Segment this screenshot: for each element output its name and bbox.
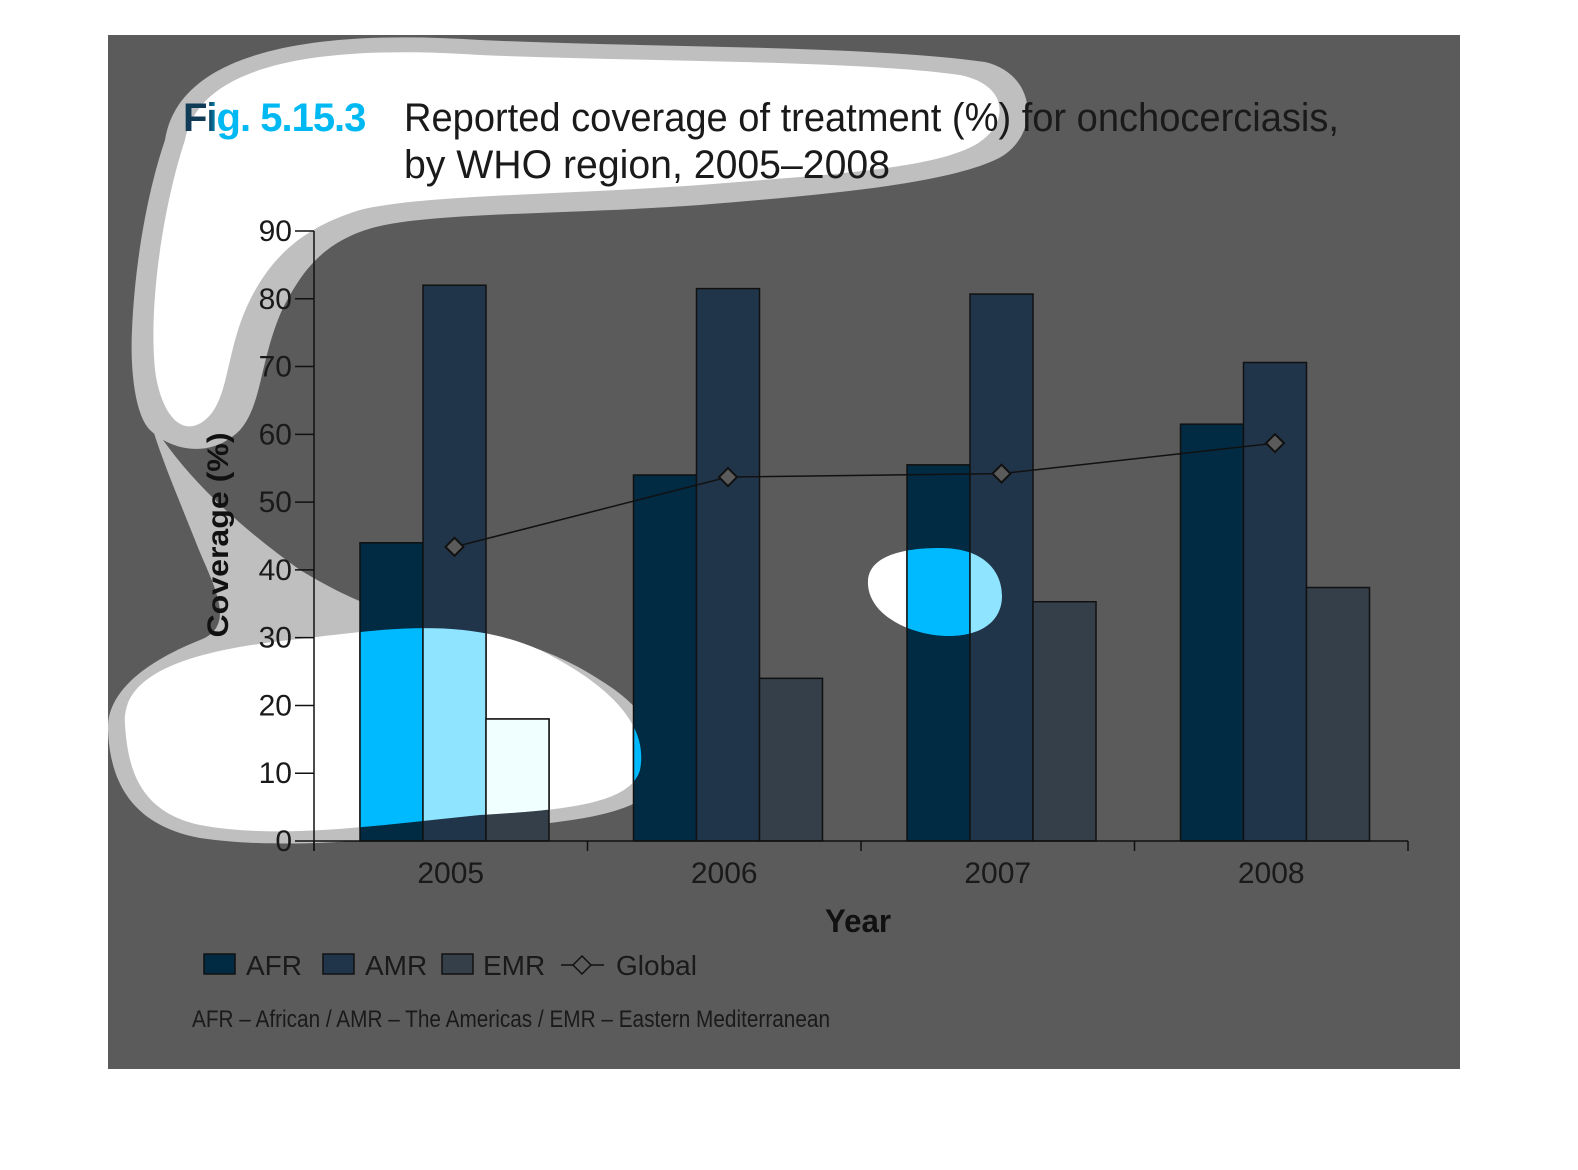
y-tick-label-0: 0 (275, 825, 292, 858)
x-axis-title: Year (825, 903, 891, 939)
global-marker-2006 (717, 466, 739, 488)
global-marker-2008 (1264, 432, 1286, 454)
bar-afr-2006 (632, 474, 698, 842)
bar-emr-2006 (758, 677, 824, 842)
figure-title-line2: by WHO region, 2005–2008 (404, 143, 890, 187)
legend-marker-global (571, 954, 593, 976)
x-tick-label-2005: 2005 (417, 857, 484, 890)
y-tick-label-90: 90 (259, 215, 292, 248)
bar-emr-2007 (1032, 600, 1097, 842)
figure-title-line1: Reported coverage of treatment (%) for o… (404, 96, 1339, 140)
bar-afr-2008 (1179, 423, 1245, 842)
y-tick-label-70: 70 (259, 351, 292, 384)
x-tick-label-2008: 2008 (1238, 857, 1305, 890)
legend-label-emr: EMR (483, 950, 545, 981)
x-tick-label-2006: 2006 (691, 857, 758, 890)
legend: AFR AMR EMR Global (203, 950, 697, 981)
bar-afr-2007 (906, 464, 971, 842)
legend-swatch-afr (203, 953, 236, 975)
y-tick-label-30: 30 (259, 622, 292, 655)
y-tick-label-40: 40 (259, 554, 292, 587)
y-tick-label-10: 10 (259, 757, 292, 790)
legend-label-global: Global (616, 950, 697, 981)
figure-number: Fig. 5.15.3 (183, 96, 365, 140)
legend-swatch-amr (322, 953, 355, 975)
global-line (454, 442, 1276, 548)
bar-emr-2008 (1305, 586, 1371, 842)
global-marker-2005 (444, 536, 465, 558)
legend-swatch-emr (441, 953, 474, 975)
y-tick-label-60: 60 (259, 418, 292, 451)
footnote: AFR – African / AMR – The Americas / EMR… (192, 1006, 830, 1033)
y-axis-title: Coverage (%) (202, 433, 235, 638)
legend-label-amr: AMR (365, 950, 427, 981)
x-tick-label-2007: 2007 (964, 857, 1031, 890)
global-marker-2007 (991, 463, 1012, 485)
bar-amr-2006 (695, 287, 761, 842)
legend-label-afr: AFR (246, 950, 302, 981)
axes: 0 10 20 30 40 50 60 70 80 90 2005 2006 2007 2008 (259, 215, 1409, 890)
y-tick-label-80: 80 (259, 283, 292, 316)
y-tick-label-20: 20 (259, 689, 292, 722)
y-tick-label-50: 50 (259, 486, 292, 519)
